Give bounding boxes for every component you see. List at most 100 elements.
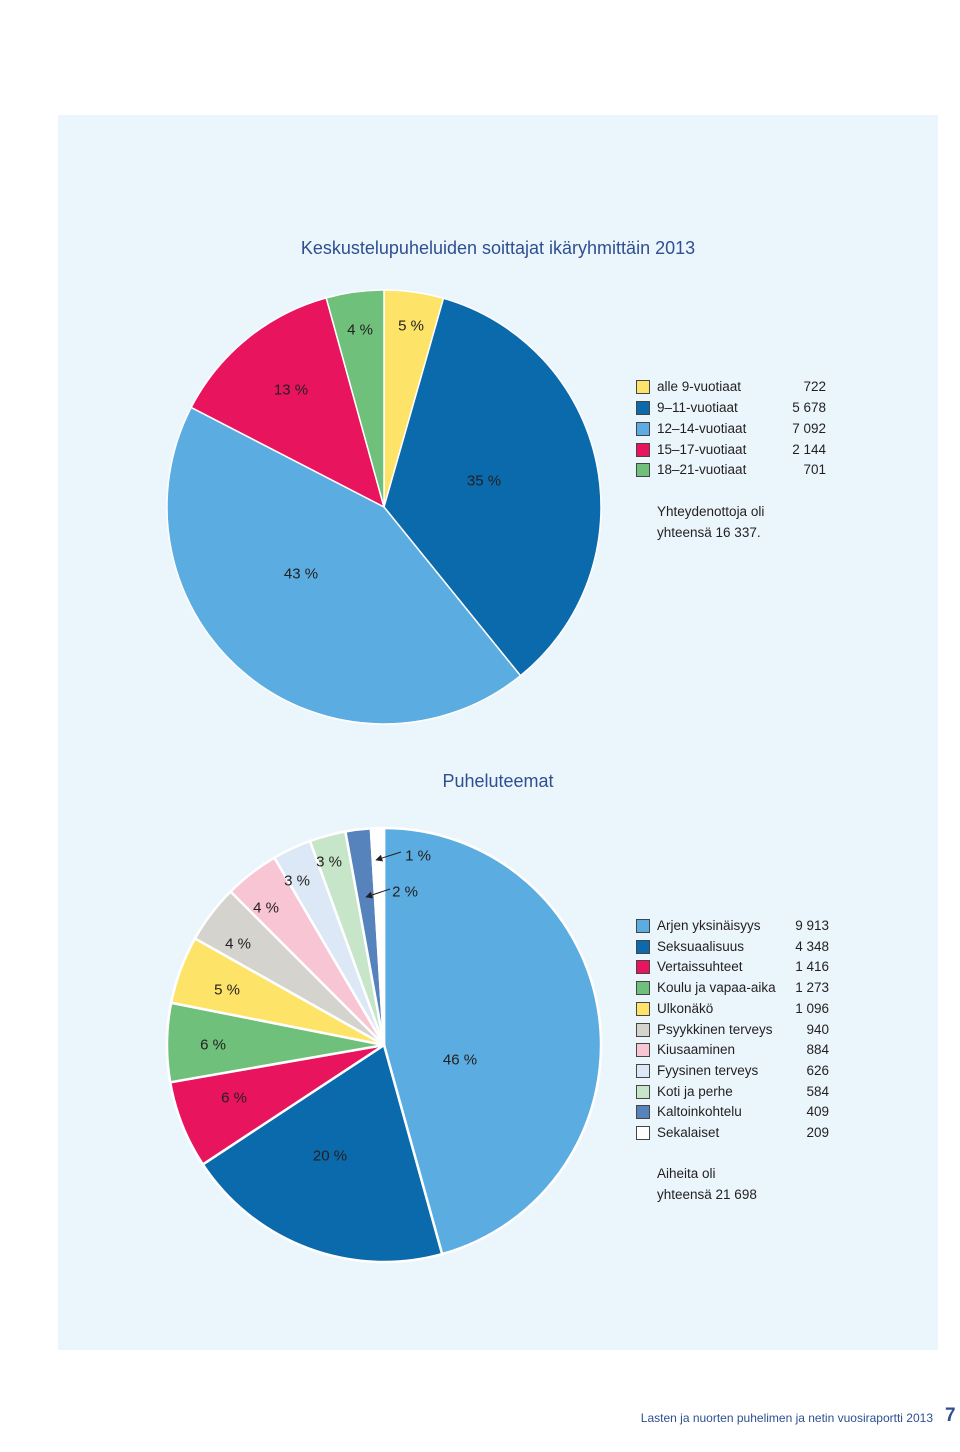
legend-item-alle-9-vuotiaat: alle 9-vuotiaat 722	[636, 377, 826, 397]
legend-item-15-17-vuotiaat: 15–17-vuotiaat 2 144	[636, 440, 826, 460]
legend-label: 9–11-vuotiaat	[657, 400, 738, 415]
data-label-arjen-yksinaisyys: 46 %	[443, 1052, 477, 1069]
legend-label: alle 9-vuotiaat	[657, 379, 742, 394]
data-label-12-14-vuotiaat: 43 %	[284, 566, 318, 583]
legend-item-fyysinen-terveys: Fyysinen terveys 626	[636, 1061, 829, 1081]
total-note-line-1: Aiheita oli	[657, 1166, 716, 1181]
legend-swatch	[636, 919, 650, 933]
legend-swatch	[636, 981, 650, 995]
legend-value: 940	[806, 1022, 829, 1037]
data-label-9-11-vuotiaat: 35 %	[467, 473, 501, 490]
legend-value: 5 678	[792, 400, 826, 415]
legend-label: 12–14-vuotiaat	[657, 421, 747, 436]
legend-item-12-14-vuotiaat: 12–14-vuotiaat 7 092	[636, 419, 826, 439]
total-note-line-2: yhteensä 16 337.	[657, 525, 761, 540]
legend-value: 209	[806, 1125, 829, 1140]
legend-label: Koulu ja vapaa-aika	[657, 980, 776, 995]
pie1-slice-12-14-vuotiaat	[166, 406, 522, 725]
legend-item-vertaissuhteet: Vertaissuhteet 1 416	[636, 957, 829, 977]
legend-item-koulu-ja-vapaa-aika: Koulu ja vapaa-aika 1 273	[636, 978, 829, 998]
legend-swatch	[636, 1085, 650, 1099]
total-note-line-2: yhteensä 21 698	[657, 1187, 757, 1202]
legend-swatch	[636, 1126, 650, 1140]
data-label-sekalaiset: 1 %	[405, 848, 431, 865]
legend-item-9-11-vuotiaat: 9–11-vuotiaat 5 678	[636, 398, 826, 418]
legend-label: Psyykkinen terveys	[657, 1022, 773, 1037]
page-number: 7	[945, 1405, 956, 1426]
legend-value: 1 416	[795, 959, 829, 974]
legend-value: 2 144	[792, 442, 826, 457]
total-note-line-1: Yhteydenottoja oli	[657, 504, 765, 519]
pie2-slice-sekalaiset	[369, 826, 386, 1047]
legend-item-koti-ja-perhe: Koti ja perhe 584	[636, 1082, 829, 1102]
legend-value: 409	[806, 1104, 829, 1119]
data-label-15-17-vuotiaat: 13 %	[274, 382, 308, 399]
legend-value: 9 913	[795, 918, 829, 933]
callout-arrow-kaltoinkohtelu	[365, 888, 391, 899]
chart-title-call-topics: Puheluteemat	[442, 771, 554, 791]
legend-swatch	[636, 1002, 650, 1016]
legend-value: 4 348	[795, 939, 829, 954]
legend-item-kaltoinkohtelu: Kaltoinkohtelu 409	[636, 1102, 829, 1122]
legend-label: Vertaissuhteet	[657, 959, 743, 974]
legend-label: Arjen yksinäisyys	[657, 918, 761, 933]
legend-swatch	[636, 1043, 650, 1057]
legend-swatch	[636, 422, 650, 436]
pie2-slice-seksuaalisuus	[201, 1043, 444, 1264]
legend-label: Fyysinen terveys	[657, 1063, 759, 1078]
legend-swatch	[636, 401, 650, 415]
legend-swatch	[636, 1105, 650, 1119]
legend-value: 626	[806, 1063, 829, 1078]
legend-swatch	[636, 1023, 650, 1037]
legend-swatch	[636, 940, 650, 954]
legend-label: Sekalaiset	[657, 1125, 720, 1140]
legend-swatch	[636, 380, 650, 394]
data-label-seksuaalisuus: 20 %	[313, 1148, 347, 1165]
data-label-koulu-ja-vapaa-aika: 6 %	[200, 1037, 226, 1054]
legend-value: 1 273	[795, 980, 829, 995]
legend-label: 15–17-vuotiaat	[657, 442, 747, 457]
legend-value: 722	[803, 379, 826, 394]
legend-swatch	[636, 443, 650, 457]
pie1-slice-18-21-vuotiaat	[325, 289, 385, 508]
legend-item-sekalaiset: Sekalaiset 209	[636, 1123, 829, 1143]
pie1-slice-15-17-vuotiaat	[190, 297, 385, 508]
legend-item-ulkonako: Ulkonäkö 1 096	[636, 999, 829, 1019]
legend-value: 1 096	[795, 1001, 829, 1016]
legend-label: Kaltoinkohtelu	[657, 1104, 742, 1119]
legend-value: 884	[806, 1042, 829, 1057]
legend-item-arjen-yksinaisyys: Arjen yksinäisyys 9 913	[636, 916, 829, 936]
legend-label: Seksuaalisuus	[657, 939, 745, 954]
footer-report-title: Lasten ja nuorten puhelimen ja netin vuo…	[640, 1411, 933, 1425]
pie-chart-call-topics	[165, 826, 603, 1264]
legend-item-kiusaaminen: Kiusaaminen 884	[636, 1040, 829, 1060]
data-label-ulkonako: 5 %	[214, 982, 240, 999]
data-label-fyysinen-terveys: 3 %	[284, 873, 310, 890]
data-label-koti-ja-perhe: 3 %	[316, 854, 342, 871]
legend-label: 18–21-vuotiaat	[657, 462, 747, 477]
legend-swatch	[636, 960, 650, 974]
data-label-18-21-vuotiaat: 4 %	[347, 322, 373, 339]
data-label-vertaissuhteet: 6 %	[221, 1090, 247, 1107]
legend-swatch	[636, 463, 650, 477]
legend-value: 584	[806, 1084, 829, 1099]
data-label-psyykkinen-terveys: 4 %	[225, 936, 251, 953]
legend-label: Ulkonäkö	[657, 1001, 714, 1016]
legend-label: Koti ja perhe	[657, 1084, 733, 1099]
pie1-data-labels: 5 % 35 % 43 % 13 % 4 %	[274, 318, 501, 583]
pie2-data-labels: 46 % 20 % 6 % 6 % 5 % 4 % 4 % 3 % 3 % 2 …	[200, 848, 477, 1165]
legend-value: 701	[803, 462, 826, 477]
pie2-slice-arjen-yksinaisyys	[382, 826, 603, 1256]
callout-arrow-sekalaiset	[375, 851, 402, 862]
pie-chart-age-groups	[166, 289, 602, 725]
legend-item-seksuaalisuus: Seksuaalisuus 4 348	[636, 937, 829, 957]
legend-value: 7 092	[792, 421, 826, 436]
pie1-slice-9-11-vuotiaat	[383, 297, 602, 677]
legend-item-18-21-vuotiaat: 18–21-vuotiaat 701	[636, 460, 826, 480]
legend-label: Kiusaaminen	[657, 1042, 736, 1057]
legend-item-psyykkinen-terveys: Psyykkinen terveys 940	[636, 1020, 829, 1040]
data-label-alle-9-vuotiaat: 5 %	[398, 318, 424, 335]
legend-swatch	[636, 1064, 650, 1078]
